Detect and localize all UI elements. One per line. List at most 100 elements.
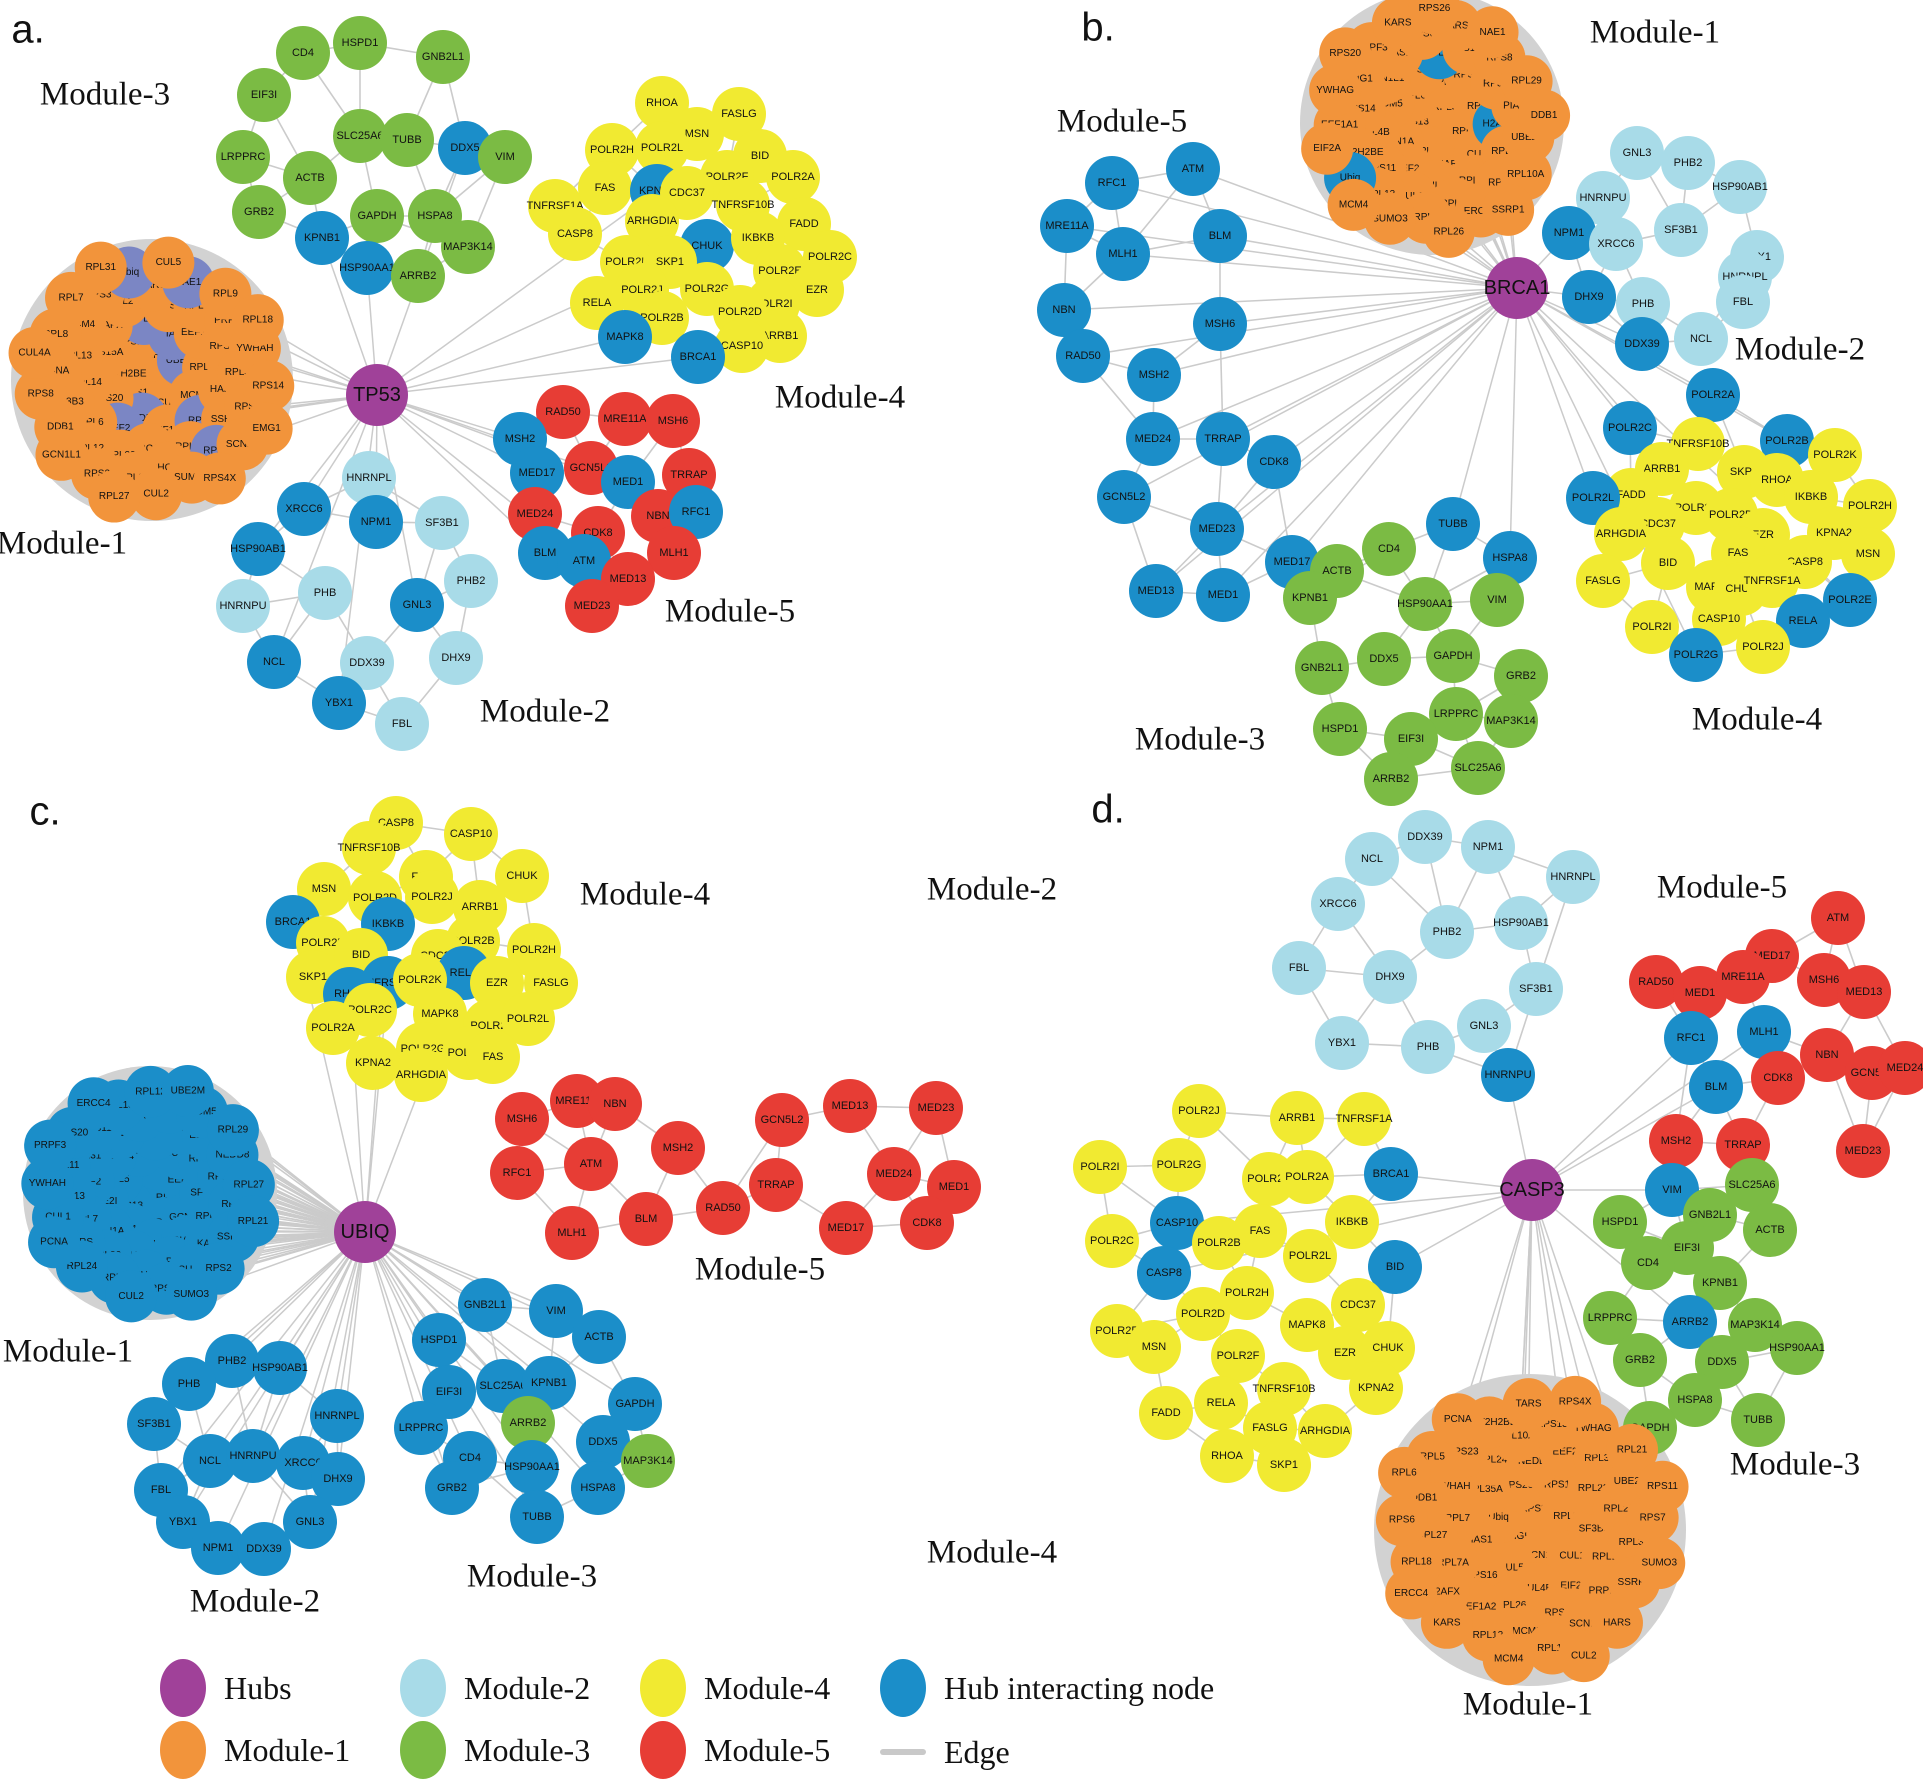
node-rpl27 [88, 471, 140, 523]
node-nbn [588, 1077, 642, 1131]
node-map3k14 [1484, 694, 1538, 748]
node-brca1 [671, 330, 725, 384]
node-gnb2l1 [1295, 641, 1349, 695]
node-vim [478, 130, 532, 184]
hub-node-tp53 [346, 364, 408, 426]
node-actb [1743, 1203, 1797, 1257]
node-med13 [823, 1079, 877, 1133]
node-atm [564, 1137, 618, 1191]
panel-letter-d: d. [1091, 788, 1124, 833]
node-polr2g [1669, 628, 1723, 682]
node-sf3b1 [127, 1397, 181, 1451]
node-ddx39 [237, 1522, 291, 1576]
node-mlh1 [1737, 1005, 1791, 1059]
node-rfc1 [1085, 156, 1139, 210]
node-tubb [1731, 1393, 1785, 1447]
node-xrcc6 [1589, 217, 1643, 271]
edge [377, 337, 625, 395]
node-blm [1689, 1060, 1743, 1114]
module-label-module-3-panel-d: Module-3 [1730, 1447, 1860, 1484]
node-rpl18 [232, 294, 284, 346]
node-casp8 [1137, 1246, 1191, 1300]
node-nae1 [1467, 6, 1519, 58]
node-rps4x [1549, 1376, 1601, 1428]
node-slc25a6 [333, 109, 387, 163]
module-label-module-2-panel-c: Module-2 [190, 1584, 320, 1621]
node-blm [1193, 209, 1247, 263]
node-rfc1 [490, 1146, 544, 1200]
node-fbl [375, 697, 429, 751]
module-label-module-3-panel-b: Module-3 [1135, 722, 1265, 759]
node-gnl3 [283, 1495, 337, 1549]
node-ddx5 [1357, 632, 1411, 686]
node-lrpprc [216, 130, 270, 184]
node-npm1 [349, 495, 403, 549]
node-cd4 [1362, 522, 1416, 576]
node-hsp90aa1 [1770, 1321, 1824, 1375]
node-kpna2 [346, 1036, 400, 1090]
node-msh2 [1649, 1114, 1703, 1168]
module-label-module-3-panel-c: Module-3 [467, 1559, 597, 1596]
node-ikbkb [1325, 1195, 1379, 1249]
edge [1510, 288, 1517, 558]
node-rad50 [1056, 329, 1110, 383]
node-dhx9 [429, 631, 483, 685]
module-label-module-4-panel-a: Module-4 [775, 380, 905, 417]
node-hnrnpu [1481, 1048, 1535, 1102]
node-tnfrsf1a [1337, 1092, 1391, 1146]
node-pcna [28, 1216, 80, 1268]
node-med23 [565, 579, 619, 633]
node-cul2 [105, 1270, 157, 1322]
node-npm1 [1542, 206, 1596, 260]
node-nbn [1037, 283, 1091, 337]
node-hsp90aa1 [505, 1440, 559, 1494]
node-arhgdia [394, 1048, 448, 1102]
node-msh6 [646, 394, 700, 448]
node-hspa8 [1668, 1373, 1722, 1427]
node-rps11 [1637, 1461, 1689, 1513]
node-trrap [1196, 412, 1250, 466]
node-med17 [819, 1201, 873, 1255]
module-label-module-3-panel-a: Module-3 [40, 77, 170, 114]
node-gcn5l2 [755, 1093, 809, 1147]
node-hsp90aa1 [340, 241, 394, 295]
node-map3k14 [621, 1434, 675, 1488]
node-sf3b1 [1654, 203, 1708, 257]
node-npm1 [1461, 820, 1515, 874]
node-grb2 [1613, 1333, 1667, 1387]
node-phb [1401, 1020, 1455, 1074]
module-label-module-1-panel-d: Module-1 [1463, 1687, 1593, 1724]
node-hsp90ab1 [231, 522, 285, 576]
edge [377, 357, 698, 395]
node-rpl6 [1378, 1447, 1430, 1499]
node-blm [619, 1192, 673, 1246]
node-phb2 [1420, 905, 1474, 959]
node-med13 [1129, 564, 1183, 618]
node-cul2 [1558, 1630, 1610, 1682]
node-cd4 [276, 26, 330, 80]
module-label-module-5-panel-b: Module-5 [1057, 104, 1187, 141]
node-sf3b1 [1509, 962, 1563, 1016]
node-pcna [1432, 1393, 1484, 1445]
node-cul4a [9, 327, 61, 379]
node-polr2g [1152, 1138, 1206, 1192]
node-sumo3 [165, 1269, 217, 1321]
node-grb2 [1494, 649, 1548, 703]
node-med23 [1190, 502, 1244, 556]
module-label-module-5-panel-c: Module-5 [695, 1252, 825, 1289]
node-ncl [247, 635, 301, 689]
node-ddb1 [1518, 90, 1570, 142]
node-arrb2 [1364, 752, 1418, 806]
node-tubb [1426, 497, 1480, 551]
node-hnrnpu [226, 1429, 280, 1483]
node-lrpprc [394, 1401, 448, 1455]
node-gcn1l1 [35, 429, 87, 481]
node-ncl [1674, 312, 1728, 366]
node-hnrnpl [310, 1389, 364, 1443]
node-sf3b1 [415, 496, 469, 550]
node-polr2i [1073, 1140, 1127, 1194]
module-label-module-5-panel-a: Module-5 [665, 594, 795, 631]
node-med1 [1196, 568, 1250, 622]
node-ybx1 [1315, 1016, 1369, 1070]
node-hspd1 [333, 16, 387, 70]
